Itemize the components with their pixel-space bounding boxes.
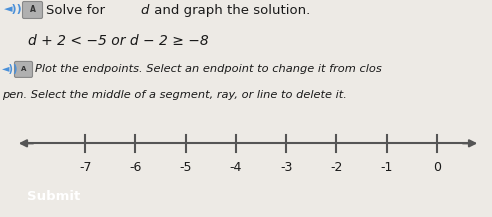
Text: -1: -1 <box>380 161 393 174</box>
Text: Submit: Submit <box>28 190 81 203</box>
Text: A: A <box>21 66 26 72</box>
Text: -2: -2 <box>330 161 342 174</box>
Text: -3: -3 <box>280 161 292 174</box>
Text: -6: -6 <box>129 161 142 174</box>
Text: and graph the solution.: and graph the solution. <box>150 4 310 17</box>
Text: d: d <box>140 4 149 17</box>
Text: d + 2 < −5 or d − 2 ≥ −8: d + 2 < −5 or d − 2 ≥ −8 <box>28 34 209 48</box>
Text: -5: -5 <box>180 161 192 174</box>
Text: Plot the endpoints. Select an endpoint to change it from clos: Plot the endpoints. Select an endpoint t… <box>35 64 382 74</box>
Text: Solve for: Solve for <box>46 4 109 17</box>
Text: -7: -7 <box>79 161 92 174</box>
FancyBboxPatch shape <box>23 2 42 18</box>
Text: 0: 0 <box>433 161 441 174</box>
FancyBboxPatch shape <box>14 61 32 77</box>
Text: pen. Select the middle of a segment, ray, or line to delete it.: pen. Select the middle of a segment, ray… <box>2 90 347 100</box>
Text: -4: -4 <box>230 161 242 174</box>
Text: A: A <box>30 5 35 15</box>
Text: ◄)): ◄)) <box>2 64 19 74</box>
Text: ◄)): ◄)) <box>4 4 23 14</box>
